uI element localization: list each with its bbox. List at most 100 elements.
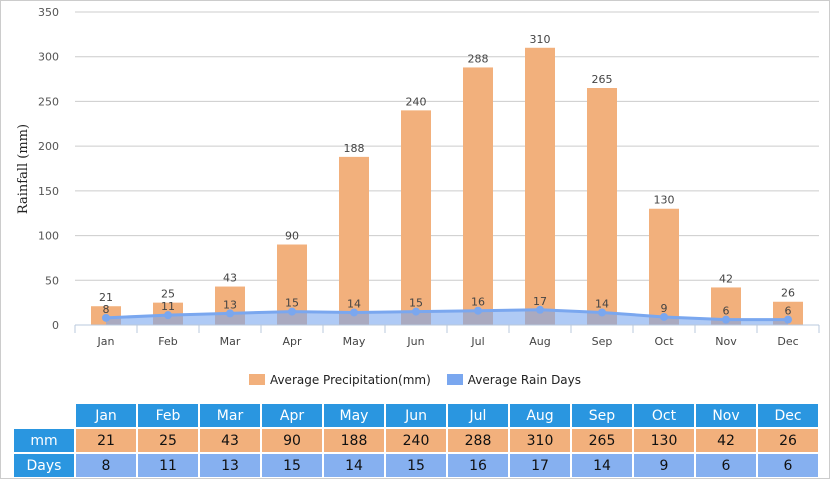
table-row-mm: mm 21 25 43 90 188 240 288 310 265 130 42 26 [14, 429, 818, 452]
days-data-label: 17 [533, 295, 547, 308]
days-point [102, 313, 110, 322]
table-cell: 43 [200, 429, 260, 452]
legend-label: Average Rain Days [467, 373, 582, 387]
bar-data-label: 288 [468, 52, 489, 65]
x-tick-label: Mar [220, 335, 241, 348]
table-cell: Jan [76, 404, 136, 427]
table-cell: 6 [758, 454, 818, 477]
x-tick-label: Oct [654, 335, 674, 348]
x-tick-label: Sep [592, 335, 613, 348]
table-cell: 15 [262, 454, 322, 477]
legend-label: Average Precipitation(mm) [269, 373, 431, 387]
days-data-label: 11 [161, 300, 175, 313]
days-data-label: 6 [785, 305, 792, 318]
table-cell: Jun [386, 404, 446, 427]
x-tick-label: May [343, 335, 366, 348]
y-tick-label: 50 [45, 274, 59, 287]
days-data-label: 8 [103, 303, 110, 316]
bar-data-label: 188 [344, 142, 365, 155]
y-tick-label: 100 [38, 230, 59, 243]
bar-data-label: 42 [719, 272, 733, 285]
x-tick-label: Nov [715, 335, 737, 348]
y-tick-label: 350 [38, 6, 59, 19]
days-point [598, 308, 606, 317]
days-point [412, 307, 420, 316]
bar-data-label: 240 [406, 95, 427, 108]
bar-data-label: 21 [99, 291, 113, 304]
table-cell: 240 [386, 429, 446, 452]
x-tick-label: Jan [97, 335, 115, 348]
legend-swatch [248, 374, 265, 385]
table-cell: 11 [138, 454, 198, 477]
table-cell: 13 [200, 454, 260, 477]
bar [587, 88, 617, 325]
x-tick-label: Aug [529, 335, 550, 348]
x-tick-label: Jun [406, 335, 424, 348]
table-cell: Feb [138, 404, 198, 427]
days-point [536, 305, 544, 314]
y-tick-label: 300 [38, 51, 59, 64]
days-point [784, 315, 792, 324]
table-cell: 8 [76, 454, 136, 477]
table-cell: 42 [696, 429, 756, 452]
table-cell [14, 404, 74, 427]
x-tick-label: Feb [158, 335, 177, 348]
bar-data-label: 90 [285, 230, 299, 243]
table-cell: Sep [572, 404, 632, 427]
bar-data-label: 25 [161, 288, 175, 301]
table-cell: 17 [510, 454, 570, 477]
chart-svg: 0 50 100 150 200 250 300 350 Rainfall (mm) 21 Jan 2… [16, 6, 820, 348]
days-data-label: 14 [595, 297, 609, 310]
bar [525, 47, 555, 326]
table-cell: Oct [634, 404, 694, 427]
days-point [164, 311, 172, 320]
legend-item[interactable]: Average Rain Days [446, 373, 582, 387]
x-tick-label: Dec [777, 335, 798, 348]
y-tick-label: 150 [38, 185, 59, 198]
table-cell: 9 [634, 454, 694, 477]
table-cell: Nov [696, 404, 756, 427]
bar [401, 110, 431, 325]
days-line [105, 308, 788, 322]
days-data-label: 9 [661, 302, 668, 315]
bar-data-label: 26 [781, 287, 795, 300]
table-cell: 6 [696, 454, 756, 477]
table-cell: 15 [386, 454, 446, 477]
days-point [474, 306, 482, 315]
table-cell: 188 [324, 429, 384, 452]
table-cell: 265 [572, 429, 632, 452]
table-row-days: Days 8 11 13 15 14 15 16 17 14 9 6 6 [14, 454, 818, 477]
x-tick-label: Jul [470, 335, 484, 348]
days-point [722, 315, 730, 324]
table-cell: 14 [572, 454, 632, 477]
table-cell: 14 [324, 454, 384, 477]
table-cell: 310 [510, 429, 570, 452]
days-point [226, 309, 234, 318]
y-tick-label: 0 [52, 319, 59, 332]
table-cell: May [324, 404, 384, 427]
legend-swatch [446, 374, 463, 385]
table-cell: Aug [510, 404, 570, 427]
bar-data-label: 310 [530, 33, 551, 46]
table-cell: 90 [262, 429, 322, 452]
days-point [350, 308, 358, 317]
table-cell: Apr [262, 404, 322, 427]
table-cell: Days [14, 454, 74, 477]
legend-item[interactable]: Average Precipitation(mm) [248, 373, 431, 387]
table-cell: Jul [448, 404, 508, 427]
days-data-label: 6 [723, 305, 730, 318]
data-table: Jan Feb Mar Apr May Jun Jul Aug Sep Oct Nov Dec mm 21… [12, 402, 820, 478]
bar [649, 208, 679, 325]
table-cell: 21 [76, 429, 136, 452]
table-cell: 25 [138, 429, 198, 452]
days-data-label: 16 [471, 296, 485, 309]
bar [463, 67, 493, 326]
y-axis-title: Rainfall (mm) [16, 124, 31, 214]
table-cell: mm [14, 429, 74, 452]
days-point [288, 307, 296, 316]
bar-data-label: 130 [654, 194, 675, 207]
days-data-label: 13 [223, 298, 237, 311]
bar [339, 156, 369, 325]
table-header-row: Jan Feb Mar Apr May Jun Jul Aug Sep Oct Nov Dec [14, 404, 818, 427]
